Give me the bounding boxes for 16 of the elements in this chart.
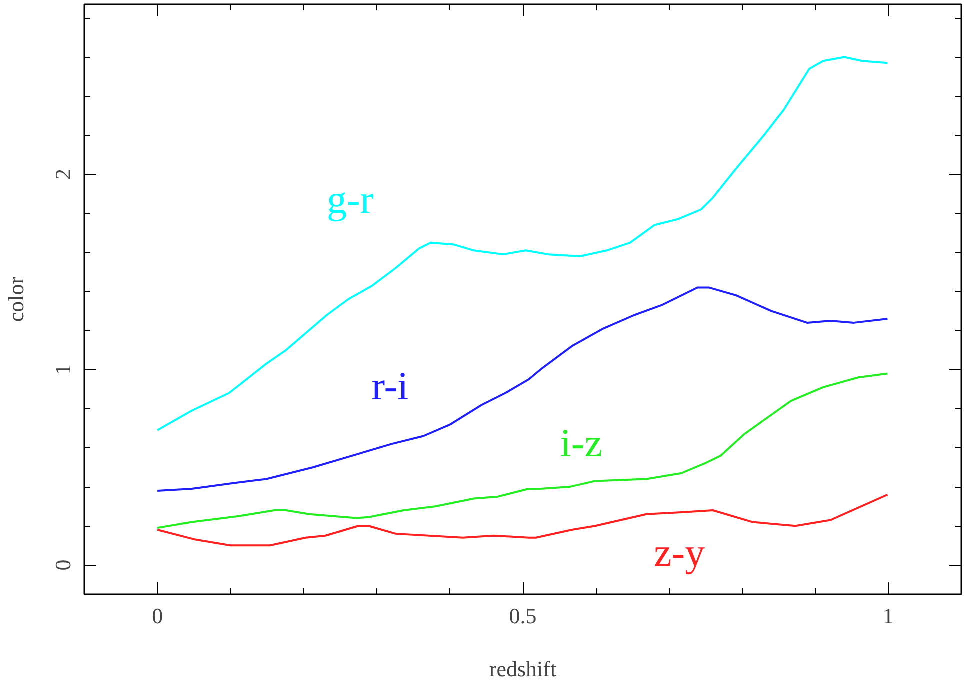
x-tick-label: 1 <box>882 604 894 628</box>
series-label: g-r <box>327 177 374 222</box>
series-label: r-i <box>372 364 409 409</box>
line-series <box>156 494 889 547</box>
y-tick-label: 1 <box>50 364 76 376</box>
line-series <box>156 286 889 492</box>
y-tick-label: 2 <box>50 168 76 180</box>
y-tick-label: 0 <box>50 560 76 571</box>
line-series <box>156 372 889 530</box>
y-axis-title: color <box>4 276 28 322</box>
line-series <box>156 56 889 432</box>
series-label: i-z <box>560 420 602 466</box>
x-axis-title: redshift <box>489 656 557 682</box>
x-tick-label: 0.5 <box>509 604 537 628</box>
x-tick-label: 0 <box>152 604 164 628</box>
series-label: z-y <box>654 530 706 575</box>
